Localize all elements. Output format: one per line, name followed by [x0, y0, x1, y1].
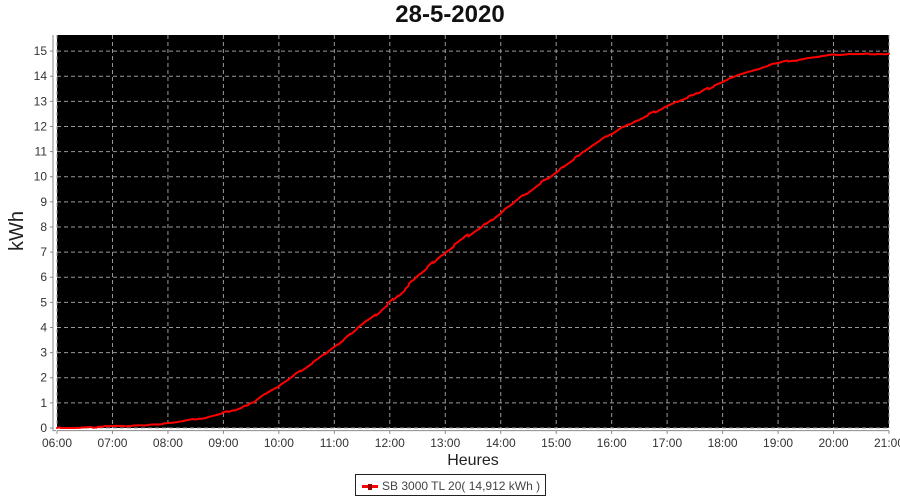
svg-text:10:00: 10:00 — [264, 436, 294, 450]
svg-text:12: 12 — [34, 119, 48, 133]
svg-text:16:00: 16:00 — [597, 436, 627, 450]
svg-text:2: 2 — [40, 371, 47, 385]
svg-text:08:00: 08:00 — [153, 436, 183, 450]
svg-text:11: 11 — [35, 145, 48, 159]
svg-text:18:00: 18:00 — [708, 436, 738, 450]
svg-text:06:00: 06:00 — [42, 436, 72, 450]
svg-text:4: 4 — [40, 320, 47, 334]
svg-text:0: 0 — [40, 421, 47, 435]
svg-text:12:00: 12:00 — [375, 436, 405, 450]
svg-text:5: 5 — [40, 295, 47, 309]
svg-text:19:00: 19:00 — [763, 436, 793, 450]
svg-text:21:00: 21:00 — [874, 436, 900, 450]
svg-text:09:00: 09:00 — [208, 436, 238, 450]
svg-text:8: 8 — [40, 220, 47, 234]
svg-text:11:00: 11:00 — [320, 436, 349, 450]
svg-text:14: 14 — [34, 69, 48, 83]
svg-text:3: 3 — [40, 346, 47, 360]
svg-text:15: 15 — [34, 44, 48, 58]
svg-text:9: 9 — [40, 195, 47, 209]
svg-text:6: 6 — [40, 270, 47, 284]
svg-text:10: 10 — [34, 170, 48, 184]
svg-text:1: 1 — [40, 396, 47, 410]
svg-text:13: 13 — [34, 94, 48, 108]
svg-text:17:00: 17:00 — [652, 436, 682, 450]
svg-text:07:00: 07:00 — [97, 436, 127, 450]
svg-text:14:00: 14:00 — [486, 436, 516, 450]
svg-text:20:00: 20:00 — [819, 436, 849, 450]
svg-text:15:00: 15:00 — [541, 436, 571, 450]
svg-text:7: 7 — [40, 245, 47, 259]
svg-text:13:00: 13:00 — [430, 436, 460, 450]
